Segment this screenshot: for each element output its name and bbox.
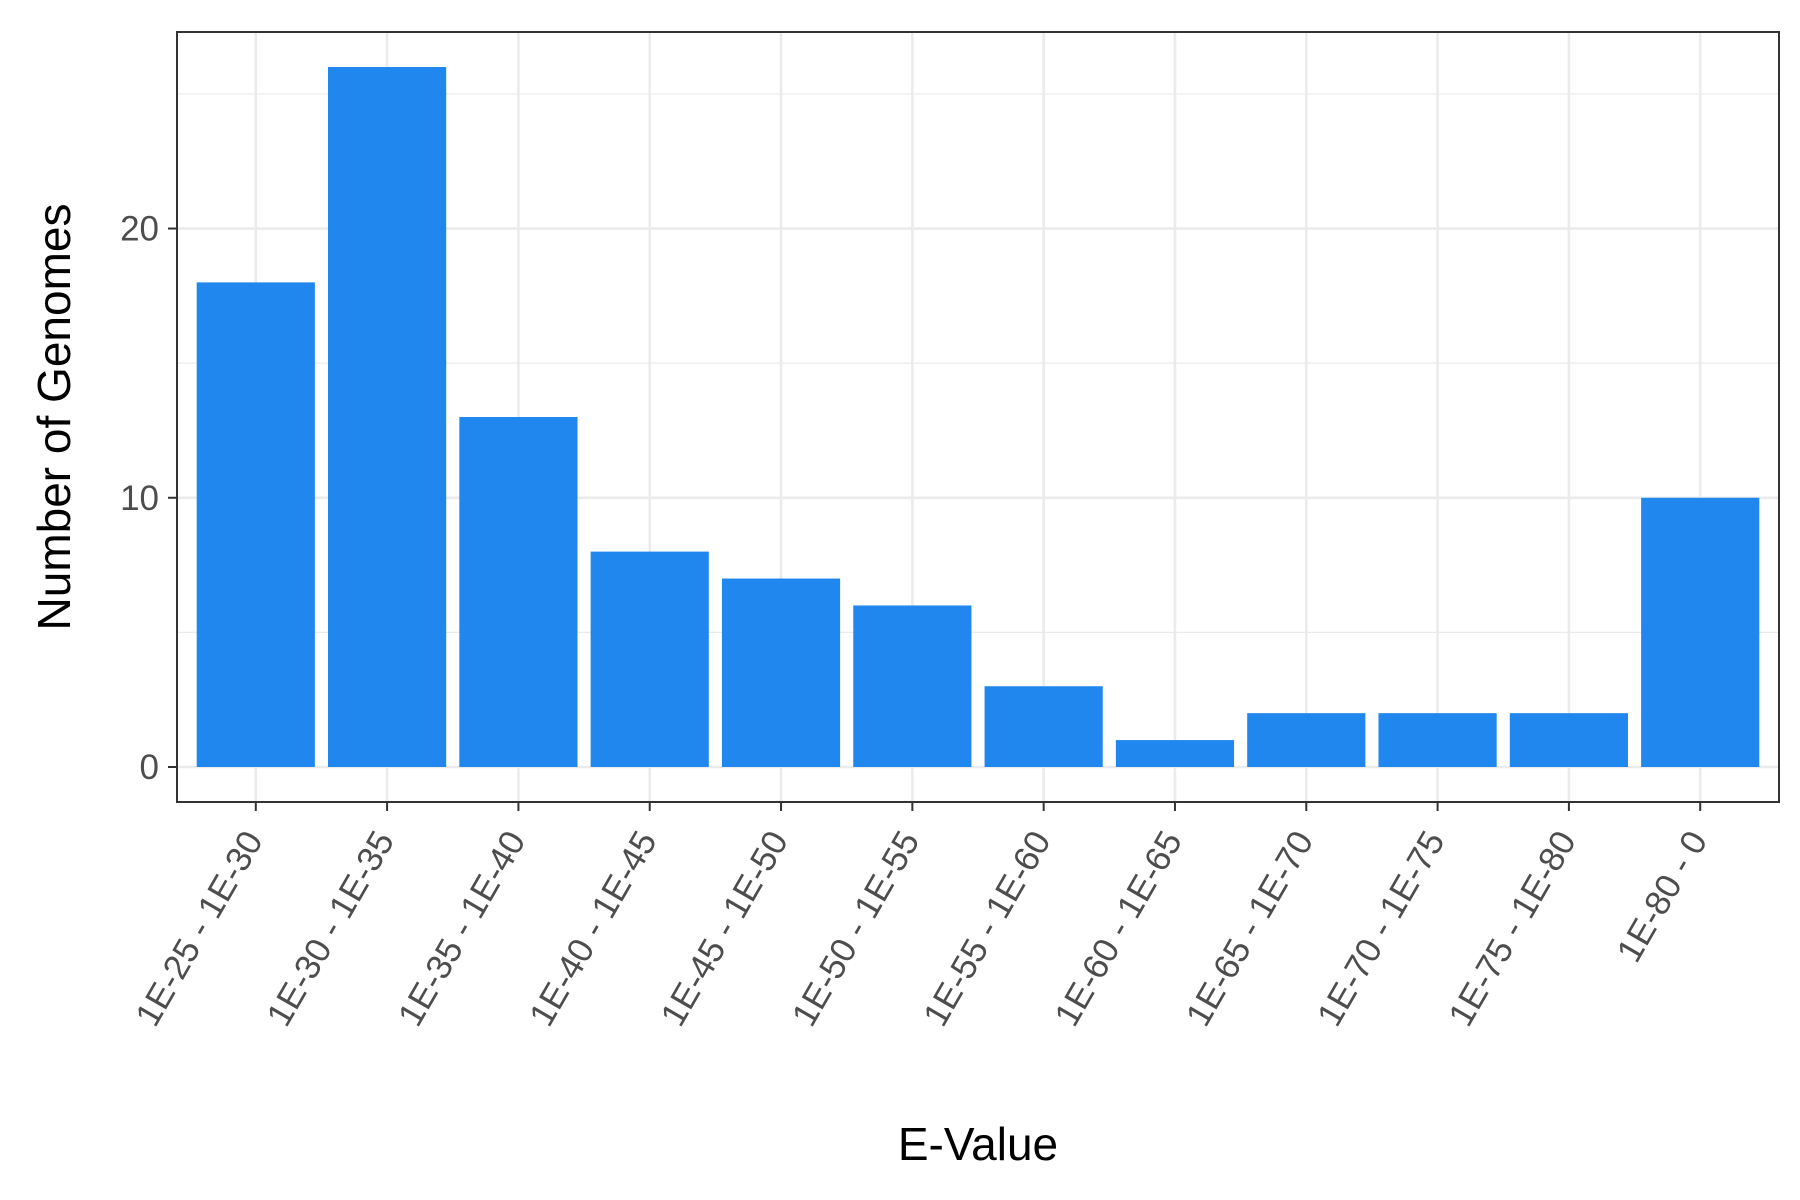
x-tick-label: 1E-45 - 1E-50 — [653, 825, 796, 1033]
x-tick-label: 1E-65 - 1E-70 — [1178, 825, 1321, 1033]
plot-border — [176, 31, 1780, 803]
bar — [328, 67, 447, 767]
x-tick-label: 1E-50 - 1E-55 — [785, 825, 928, 1033]
bar — [1115, 740, 1235, 767]
bar — [1247, 713, 1366, 767]
x-tick-label: 1E-40 - 1E-45 — [522, 825, 665, 1033]
x-tick-label: 1E-25 - 1E-30 — [128, 825, 271, 1033]
x-tick-label: 1E-80 - 0 — [1609, 825, 1715, 969]
x-tick-label: 1E-55 - 1E-60 — [916, 825, 1059, 1033]
x-axis-title: E-Value — [898, 1118, 1058, 1170]
bar — [590, 551, 709, 767]
bar — [1509, 713, 1628, 767]
bar — [196, 282, 315, 767]
bar — [1641, 497, 1760, 767]
y-tick-label: 0 — [140, 748, 159, 787]
bar — [721, 578, 841, 767]
x-tick-label: 1E-35 - 1E-40 — [391, 825, 534, 1033]
bars — [196, 67, 1760, 767]
bar — [984, 686, 1103, 767]
y-tick-label: 20 — [120, 210, 159, 249]
x-tick-label: 1E-60 - 1E-65 — [1047, 825, 1190, 1033]
y-axis: 0 10 20 — [120, 210, 177, 787]
y-tick-label: 10 — [120, 479, 159, 518]
bar — [1378, 713, 1497, 767]
x-tick-label: 1E-70 - 1E-75 — [1310, 825, 1453, 1033]
bar — [853, 605, 972, 767]
bar — [459, 417, 578, 767]
x-tick-label: 1E-75 - 1E-80 — [1441, 825, 1584, 1033]
y-axis-title: Number of Genomes — [28, 204, 80, 631]
x-tick-label: 1E-30 - 1E-35 — [259, 825, 402, 1033]
